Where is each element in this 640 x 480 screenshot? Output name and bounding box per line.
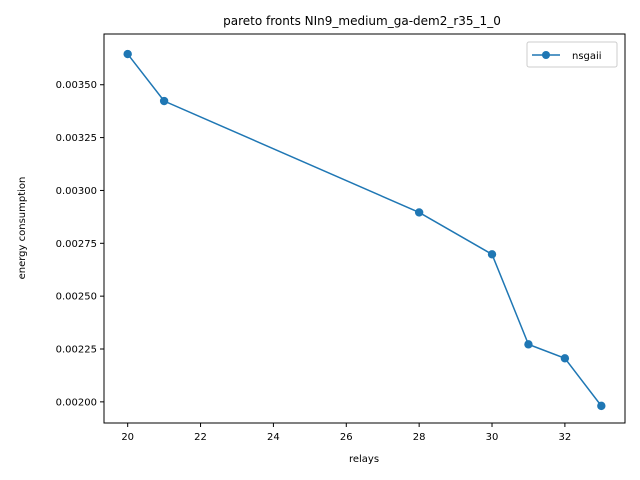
x-tick-label: 20 — [121, 432, 134, 443]
plot-area — [103, 33, 626, 424]
y-tick-label: 0.00275 — [56, 239, 97, 250]
legend-label-nsgaii: nsgaii — [572, 51, 602, 62]
y-tick-label: 0.00300 — [56, 186, 97, 197]
x-axis-label: relays — [349, 454, 379, 465]
x-tick-label: 24 — [267, 432, 280, 443]
data-point — [597, 401, 606, 411]
data-point — [123, 49, 132, 59]
series-layer — [123, 49, 606, 411]
y-tick-label: 0.00325 — [56, 133, 97, 144]
legend-marker-nsgaii — [542, 51, 550, 59]
data-point — [560, 354, 570, 363]
y-axis: 0.00200 0.00225 0.00250 0.00275 0.00300 0.003… — [56, 80, 104, 408]
x-tick-label: 22 — [194, 432, 207, 443]
y-tick-label: 0.00200 — [56, 397, 97, 408]
legend-box — [526, 41, 618, 68]
y-axis-label: energy consumption — [17, 177, 28, 280]
y-tick-label: 0.00250 — [56, 292, 97, 303]
x-tick-label: 30 — [486, 432, 499, 443]
chart-title: pareto fronts NIn9_medium_ga-dem2_r35_1_… — [223, 14, 501, 28]
x-axis: 20 22 24 26 28 30 32 — [121, 423, 571, 443]
x-tick-label: 32 — [559, 432, 572, 443]
legend: nsgaii — [526, 41, 618, 68]
y-tick-label: 0.00225 — [56, 345, 97, 356]
data-point — [414, 208, 424, 217]
data-point — [524, 340, 533, 349]
data-point — [487, 250, 497, 259]
x-tick-label: 26 — [340, 432, 353, 443]
data-point — [159, 96, 169, 106]
x-tick-label: 28 — [413, 432, 426, 443]
y-tick-label: 0.00350 — [56, 80, 97, 91]
